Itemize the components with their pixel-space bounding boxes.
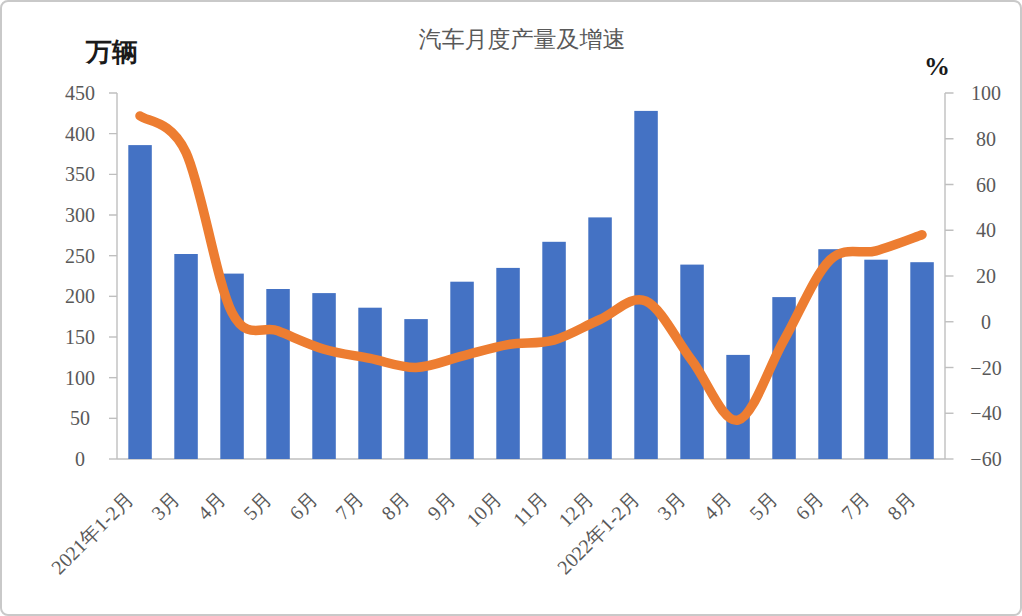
left-tick-label: 300 <box>65 204 95 226</box>
bar <box>312 293 336 459</box>
left-tick-label: 0 <box>75 448 85 470</box>
category-axis-labels: 2021年1-2月3月4月5月6月7月8月9月10月11月12月2022年1-2… <box>47 487 920 578</box>
right-tick-label: 0 <box>981 311 991 333</box>
category-label: 5月 <box>239 487 276 524</box>
category-label: 4月 <box>699 487 736 524</box>
right-tick-label: 100 <box>971 82 1001 104</box>
chart-frame: 汽车月度产量及增速 万辆 % 0501001502002503003504004… <box>0 0 1022 616</box>
category-label: 9月 <box>423 487 460 524</box>
category-label: 3月 <box>653 487 690 524</box>
right-tick-label: 60 <box>976 174 996 196</box>
left-axis: 0 50 100 150 200 250 300 350 400 450 <box>65 82 117 470</box>
bar <box>634 111 658 459</box>
bar <box>864 260 888 459</box>
bar <box>450 282 474 459</box>
bar <box>910 262 934 459</box>
left-tick-label: 350 <box>65 163 95 185</box>
category-label: 11月 <box>509 487 552 530</box>
right-tick-label: 40 <box>976 219 996 241</box>
right-tick-label: −20 <box>970 357 1001 379</box>
bar <box>174 254 198 459</box>
category-label: 7月 <box>331 487 368 524</box>
right-tick-label: 80 <box>976 128 996 150</box>
category-label: 8月 <box>883 487 920 524</box>
bar <box>358 308 382 459</box>
bar <box>496 268 520 459</box>
growth-line <box>140 116 922 420</box>
right-axis: −60 −40 −20 0 20 40 60 80 100 <box>945 82 1002 470</box>
bar <box>588 217 612 459</box>
category-label: 3月 <box>147 487 184 524</box>
category-label: 5月 <box>745 487 782 524</box>
growth-line-series <box>140 116 922 420</box>
category-label: 2022年1-2月 <box>553 487 644 578</box>
bar <box>128 145 152 459</box>
combo-chart-plot: 0 50 100 150 200 250 300 350 400 450 −60 −40 −20 0 20 4… <box>2 2 1022 616</box>
bar <box>404 319 428 459</box>
left-tick-label: 450 <box>65 82 95 104</box>
category-label: 2021年1-2月 <box>47 487 138 578</box>
left-tick-label: 250 <box>65 245 95 267</box>
right-tick-label: −60 <box>970 448 1001 470</box>
bar <box>266 289 290 459</box>
category-label: 6月 <box>285 487 322 524</box>
right-tick-label: 20 <box>976 265 996 287</box>
left-tick-label: 400 <box>65 123 95 145</box>
category-label: 10月 <box>462 487 506 531</box>
left-tick-label: 200 <box>65 285 95 307</box>
left-tick-label: 50 <box>70 407 90 429</box>
category-label: 6月 <box>791 487 828 524</box>
right-tick-label: −40 <box>970 402 1001 424</box>
category-label: 8月 <box>377 487 414 524</box>
left-tick-label: 150 <box>65 326 95 348</box>
category-label: 4月 <box>193 487 230 524</box>
bar <box>542 242 566 459</box>
left-tick-label: 100 <box>65 367 95 389</box>
category-label: 7月 <box>837 487 874 524</box>
bar <box>818 249 842 459</box>
